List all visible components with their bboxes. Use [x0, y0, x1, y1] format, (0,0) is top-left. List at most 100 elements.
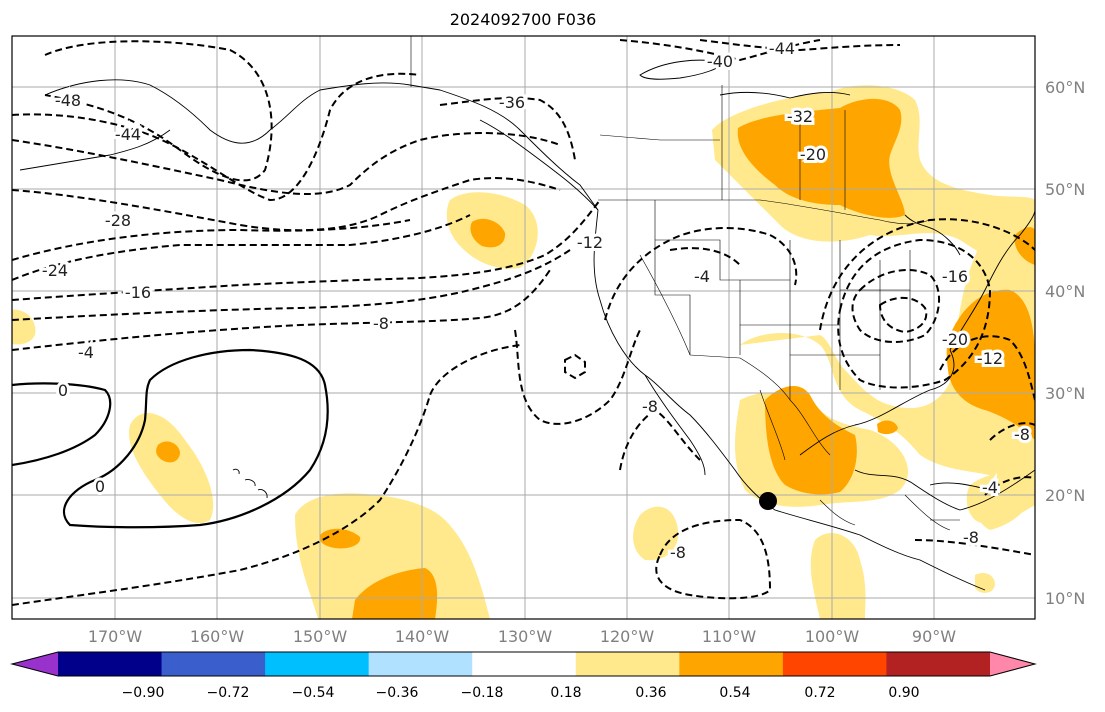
lon-label: 110°W	[702, 627, 757, 646]
lat-label: 60°N	[1045, 78, 1085, 97]
lon-label: 160°W	[190, 627, 245, 646]
contour-m36	[439, 96, 576, 161]
colorbar-cell	[679, 652, 784, 676]
orange-pacific-nw	[470, 218, 506, 248]
yucatan	[854, 469, 1035, 511]
contour-small-hex	[564, 353, 586, 380]
alaska-coast	[44, 79, 599, 211]
contour-label: -8	[642, 397, 658, 416]
lat-label: 10°N	[1045, 589, 1085, 608]
contour-plains	[669, 247, 741, 266]
lon-label: 120°W	[600, 627, 655, 646]
contour-m20	[12, 219, 411, 261]
hawaii-3	[232, 468, 240, 475]
contour-m8-east	[989, 422, 1035, 441]
contour-label: 0	[95, 477, 105, 496]
shade-offshore-baja	[633, 506, 679, 561]
shade-hawaii	[129, 413, 214, 524]
contour-us-big	[819, 218, 1035, 331]
contour-m32	[12, 132, 561, 196]
orange-east-us	[946, 289, 1035, 440]
lon-label: 100°W	[805, 627, 860, 646]
colorbar-tick-label: −0.72	[207, 685, 250, 701]
contour-m8-pacific	[655, 518, 772, 600]
colorbar-extend-min	[12, 652, 58, 676]
bc-coast	[479, 119, 599, 211]
colorbar-tick-label: 0.90	[888, 685, 919, 701]
hawaii-1	[244, 479, 256, 487]
contour-m12	[12, 249, 571, 321]
shade-mexico	[740, 200, 1035, 530]
map-title: 2024092700 F036	[450, 10, 597, 29]
contour-label: -24	[42, 261, 68, 280]
colorbar-cell	[368, 652, 473, 676]
hawaii-2	[257, 489, 268, 499]
contour-west-us	[604, 227, 798, 321]
contour-label: -20	[800, 145, 826, 164]
colorbar-tick-label: 0.36	[635, 685, 666, 701]
contour-label: -16	[125, 283, 151, 302]
contour-label: -8	[373, 314, 389, 333]
orange-gulf	[877, 420, 898, 435]
contour-label: -48	[55, 91, 81, 110]
east-coast	[949, 209, 1035, 351]
map-frame	[11, 35, 1036, 620]
contour-m40	[619, 39, 821, 62]
contour-m44b	[699, 39, 901, 52]
colorbar-cell	[575, 652, 680, 676]
contour-label: 0	[58, 381, 68, 400]
solid-contours	[12, 348, 329, 529]
colorbar-tick-label: −0.36	[376, 685, 419, 701]
lat-label: 40°N	[1045, 282, 1085, 301]
contour-label: -36	[499, 93, 525, 112]
contour-label-group: -48 -44 -40 -44 -36 -32 -28 -24 -20 -16 …	[39, 36, 1033, 565]
contour-us-low-1	[851, 269, 941, 343]
contour-label: -4	[982, 478, 998, 497]
contour-us-low-2	[878, 296, 928, 334]
contour-label: -8	[670, 543, 686, 562]
orange-mexico	[765, 385, 857, 495]
lat-label: 20°N	[1045, 486, 1085, 505]
colorbar-cell	[161, 652, 266, 676]
contour-label: -28	[105, 211, 131, 230]
shade-central-america	[810, 532, 866, 619]
graticule	[12, 36, 1035, 619]
hudson-island	[639, 59, 721, 80]
cuba	[929, 482, 991, 491]
contour-label: -8	[963, 528, 979, 547]
colorbar-cells	[12, 652, 1035, 676]
lon-label: 150°W	[293, 627, 348, 646]
latitude-labels: 60°N 50°N 40°N 30°N 20°N 10°N	[1045, 78, 1085, 608]
hudson	[719, 91, 851, 99]
contour-m4b	[514, 329, 641, 425]
colorbar-tick-label: −0.18	[461, 685, 504, 701]
colorbar-tick-label: 0.72	[804, 685, 835, 701]
contour-m12-east	[939, 335, 1035, 401]
contour-label: -32	[787, 107, 813, 126]
contour-m16	[12, 199, 601, 301]
shade-caribbean	[966, 473, 1035, 525]
colorbar-cell	[886, 652, 991, 676]
shaded-mid-regions	[156, 98, 1035, 619]
colorbar-cell	[58, 652, 163, 676]
orange-great-lakes	[1014, 227, 1035, 265]
contour-label: -4	[694, 267, 710, 286]
colorbar-tick-label: −0.90	[122, 685, 165, 701]
orange-canada	[737, 98, 905, 218]
colorbar-cell	[265, 652, 370, 676]
dashed-contours	[12, 39, 1035, 606]
contour-m24	[12, 214, 471, 281]
contour-label: -44	[115, 125, 141, 144]
contour-label: -20	[942, 330, 968, 349]
contour-us-low-3	[837, 238, 992, 389]
colorbar-tick-labels: −0.90 −0.72 −0.54 −0.36 −0.18 0.18 0.36 …	[122, 685, 920, 701]
lon-label: 170°W	[88, 627, 143, 646]
contour-label: -40	[707, 52, 733, 71]
lat-label: 50°N	[1045, 180, 1085, 199]
contour-m28	[12, 177, 561, 232]
contour-label: -8	[1014, 425, 1030, 444]
contour-mexico	[619, 408, 701, 471]
colorbar-cell	[472, 652, 577, 676]
contour-caribbean	[984, 476, 1035, 496]
